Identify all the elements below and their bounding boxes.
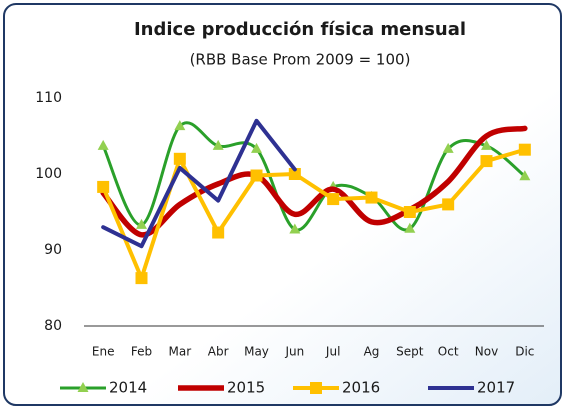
marker xyxy=(289,223,301,234)
chart-title: Indice producción física mensual xyxy=(134,19,466,40)
legend-marker xyxy=(310,382,322,394)
marker xyxy=(403,206,416,218)
series-line xyxy=(101,118,297,249)
marker xyxy=(480,155,493,168)
x-tick-label: Mar xyxy=(169,345,192,359)
marker xyxy=(288,168,301,180)
chart-subtitle: (RBB Base Prom 2009 = 100) xyxy=(190,51,411,69)
marker xyxy=(327,193,340,206)
y-tick-label: 100 xyxy=(35,166,62,182)
x-tick-label: Ene xyxy=(92,345,115,359)
x-tick-label: Feb xyxy=(131,345,152,359)
x-tick-label: Oct xyxy=(438,345,459,359)
marker xyxy=(212,226,225,239)
x-tick-label: Jul xyxy=(325,345,340,359)
marker xyxy=(404,222,416,233)
marker xyxy=(135,272,148,285)
legend-label: 2015 xyxy=(227,379,265,397)
marker xyxy=(519,170,531,181)
marker xyxy=(442,198,455,211)
x-tick-label: Nov xyxy=(475,345,498,359)
x-tick-label: Ag xyxy=(364,345,380,359)
marker xyxy=(173,152,186,165)
y-tick-label: 90 xyxy=(44,242,62,258)
y-tick-label: 110 xyxy=(35,90,62,106)
legend-label: 2016 xyxy=(342,379,380,397)
y-tick-label: 80 xyxy=(44,318,62,334)
marker xyxy=(136,218,147,229)
marker xyxy=(365,191,378,204)
x-tick-label: Abr xyxy=(208,345,229,359)
series-line xyxy=(100,125,528,238)
marker xyxy=(481,139,492,150)
x-tick-label: Jun xyxy=(284,345,304,359)
x-tick-label: Dic xyxy=(515,345,534,359)
legend-marker xyxy=(77,382,89,392)
legend-label: 2017 xyxy=(477,379,515,397)
legend-label: 2014 xyxy=(109,379,147,397)
marker xyxy=(212,139,224,150)
marker xyxy=(442,142,454,153)
marker xyxy=(97,139,109,150)
marker xyxy=(518,143,531,156)
marker xyxy=(250,169,263,182)
x-tick-label: Sept xyxy=(396,345,424,359)
marker xyxy=(174,120,186,131)
marker xyxy=(251,142,262,153)
marker xyxy=(97,180,110,193)
x-tick-label: May xyxy=(244,345,269,359)
